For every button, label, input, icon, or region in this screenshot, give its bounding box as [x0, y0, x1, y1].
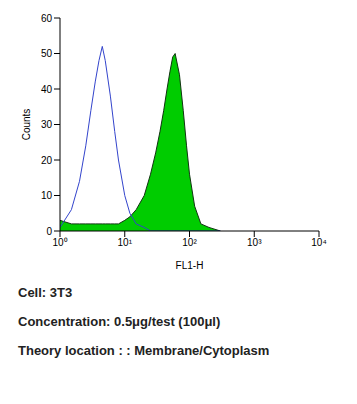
svg-text:10²: 10²: [182, 237, 197, 248]
svg-text:FL1-H: FL1-H: [176, 260, 204, 271]
svg-text:50: 50: [41, 48, 53, 59]
svg-text:0: 0: [46, 226, 52, 237]
svg-text:10⁰: 10⁰: [52, 237, 67, 248]
svg-text:10: 10: [41, 190, 53, 201]
html-text:Cell: 3T3: Cell: 3T3: [18, 285, 73, 300]
svg-text:10³: 10³: [247, 237, 262, 248]
svg-text:20: 20: [41, 155, 53, 166]
svg-text:40: 40: [41, 84, 53, 95]
svg-text:Counts: Counts: [21, 109, 32, 141]
svg-text:60: 60: [41, 13, 53, 24]
svg-text:30: 30: [41, 119, 53, 130]
svg-text:10⁴: 10⁴: [311, 237, 326, 248]
html-text:Theory location : : Membrane/C: Theory location : : Membrane/Cytoplasm: [18, 343, 270, 358]
html-text:Concentration: 0.5μg/test (100: Concentration: 0.5μg/test (100μl): [18, 314, 221, 329]
svg-text:10¹: 10¹: [118, 237, 133, 248]
